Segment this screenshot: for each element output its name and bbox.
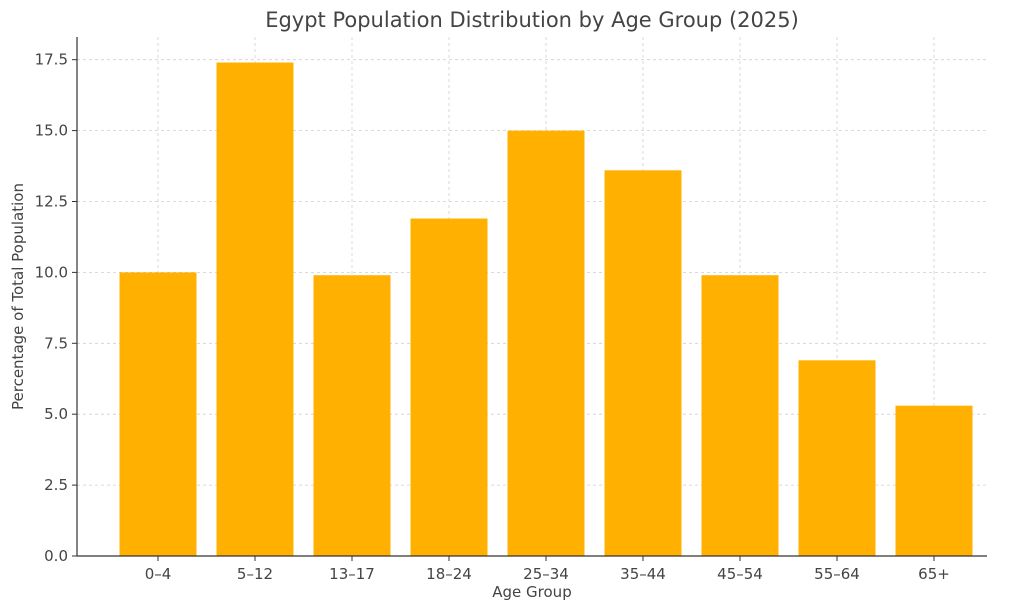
- axes: [72, 37, 987, 561]
- x-tick-label: 18–24: [426, 565, 472, 583]
- x-tick-label: 55–64: [814, 565, 860, 583]
- bar: [507, 130, 585, 557]
- x-tick-label: 65+: [918, 565, 950, 583]
- x-tick-label: 45–54: [717, 565, 763, 583]
- bar: [216, 62, 294, 556]
- y-tick-label: 0.0: [44, 547, 68, 565]
- bar: [119, 272, 197, 556]
- x-tick-label: 0–4: [145, 565, 172, 583]
- bar: [313, 275, 391, 556]
- y-tick-label: 12.5: [35, 192, 68, 210]
- tick-labels: 0.0 2.5 5.0 7.5 10.0 12.5 15.0 17.5 0–4 5–12 13–17…: [35, 51, 950, 583]
- bar: [604, 170, 682, 556]
- bar: [798, 360, 876, 556]
- x-tick-label: 5–12: [237, 565, 273, 583]
- y-tick-label: 15.0: [35, 122, 68, 140]
- bar: [701, 275, 779, 556]
- y-tick-label: 5.0: [44, 405, 68, 423]
- y-tick-label: 2.5: [44, 476, 68, 494]
- x-tick-label: 25–34: [523, 565, 569, 583]
- x-tick-label: 13–17: [329, 565, 375, 583]
- y-tick-label: 7.5: [44, 334, 68, 352]
- bar: [895, 405, 973, 556]
- x-axis-label: Age Group: [492, 583, 571, 601]
- y-axis-label: Percentage of Total Population: [9, 183, 27, 410]
- bars: [119, 62, 973, 557]
- bar: [410, 218, 488, 557]
- y-tick-label: 10.0: [35, 263, 68, 281]
- y-tick-label: 17.5: [35, 51, 68, 69]
- x-tick-label: 35–44: [620, 565, 666, 583]
- chart-title: Egypt Population Distribution by Age Gro…: [265, 8, 799, 32]
